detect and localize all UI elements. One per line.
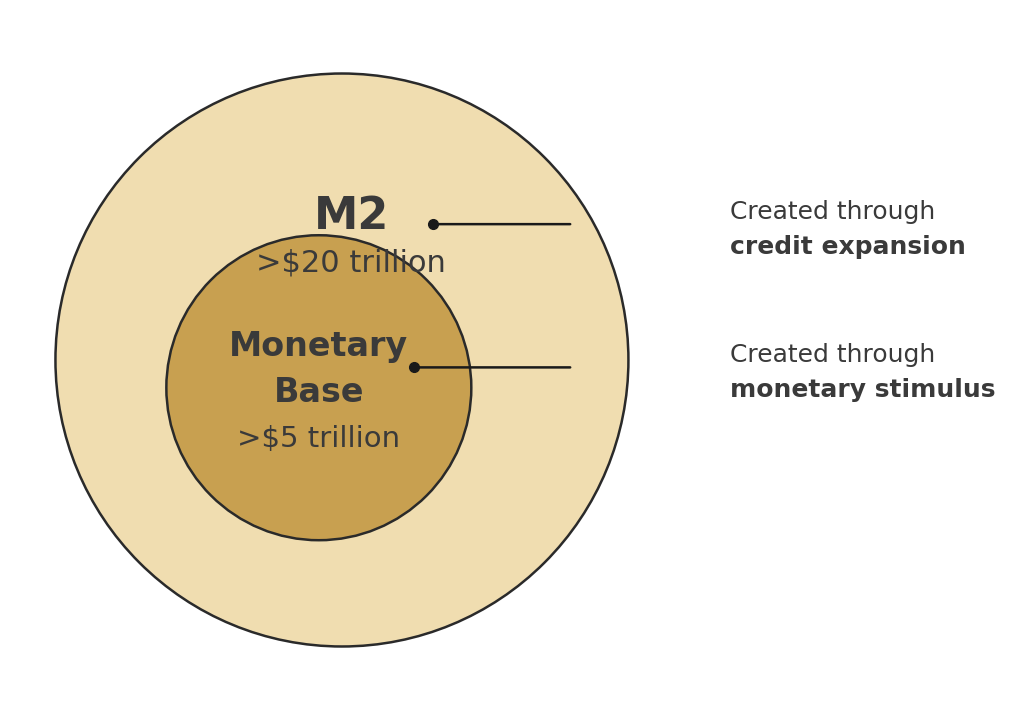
Text: >$5 trillion: >$5 trillion (237, 425, 401, 453)
Circle shape (56, 73, 628, 647)
Text: M2: M2 (313, 195, 389, 238)
Text: credit expansion: credit expansion (730, 235, 966, 259)
Text: >$20 trillion: >$20 trillion (256, 248, 446, 277)
Circle shape (167, 235, 472, 540)
Text: monetary stimulus: monetary stimulus (730, 379, 996, 402)
Text: Monetary: Monetary (230, 330, 408, 363)
Text: Created through: Created through (730, 343, 935, 367)
Text: Base: Base (274, 376, 364, 409)
Text: Created through: Created through (730, 200, 935, 224)
